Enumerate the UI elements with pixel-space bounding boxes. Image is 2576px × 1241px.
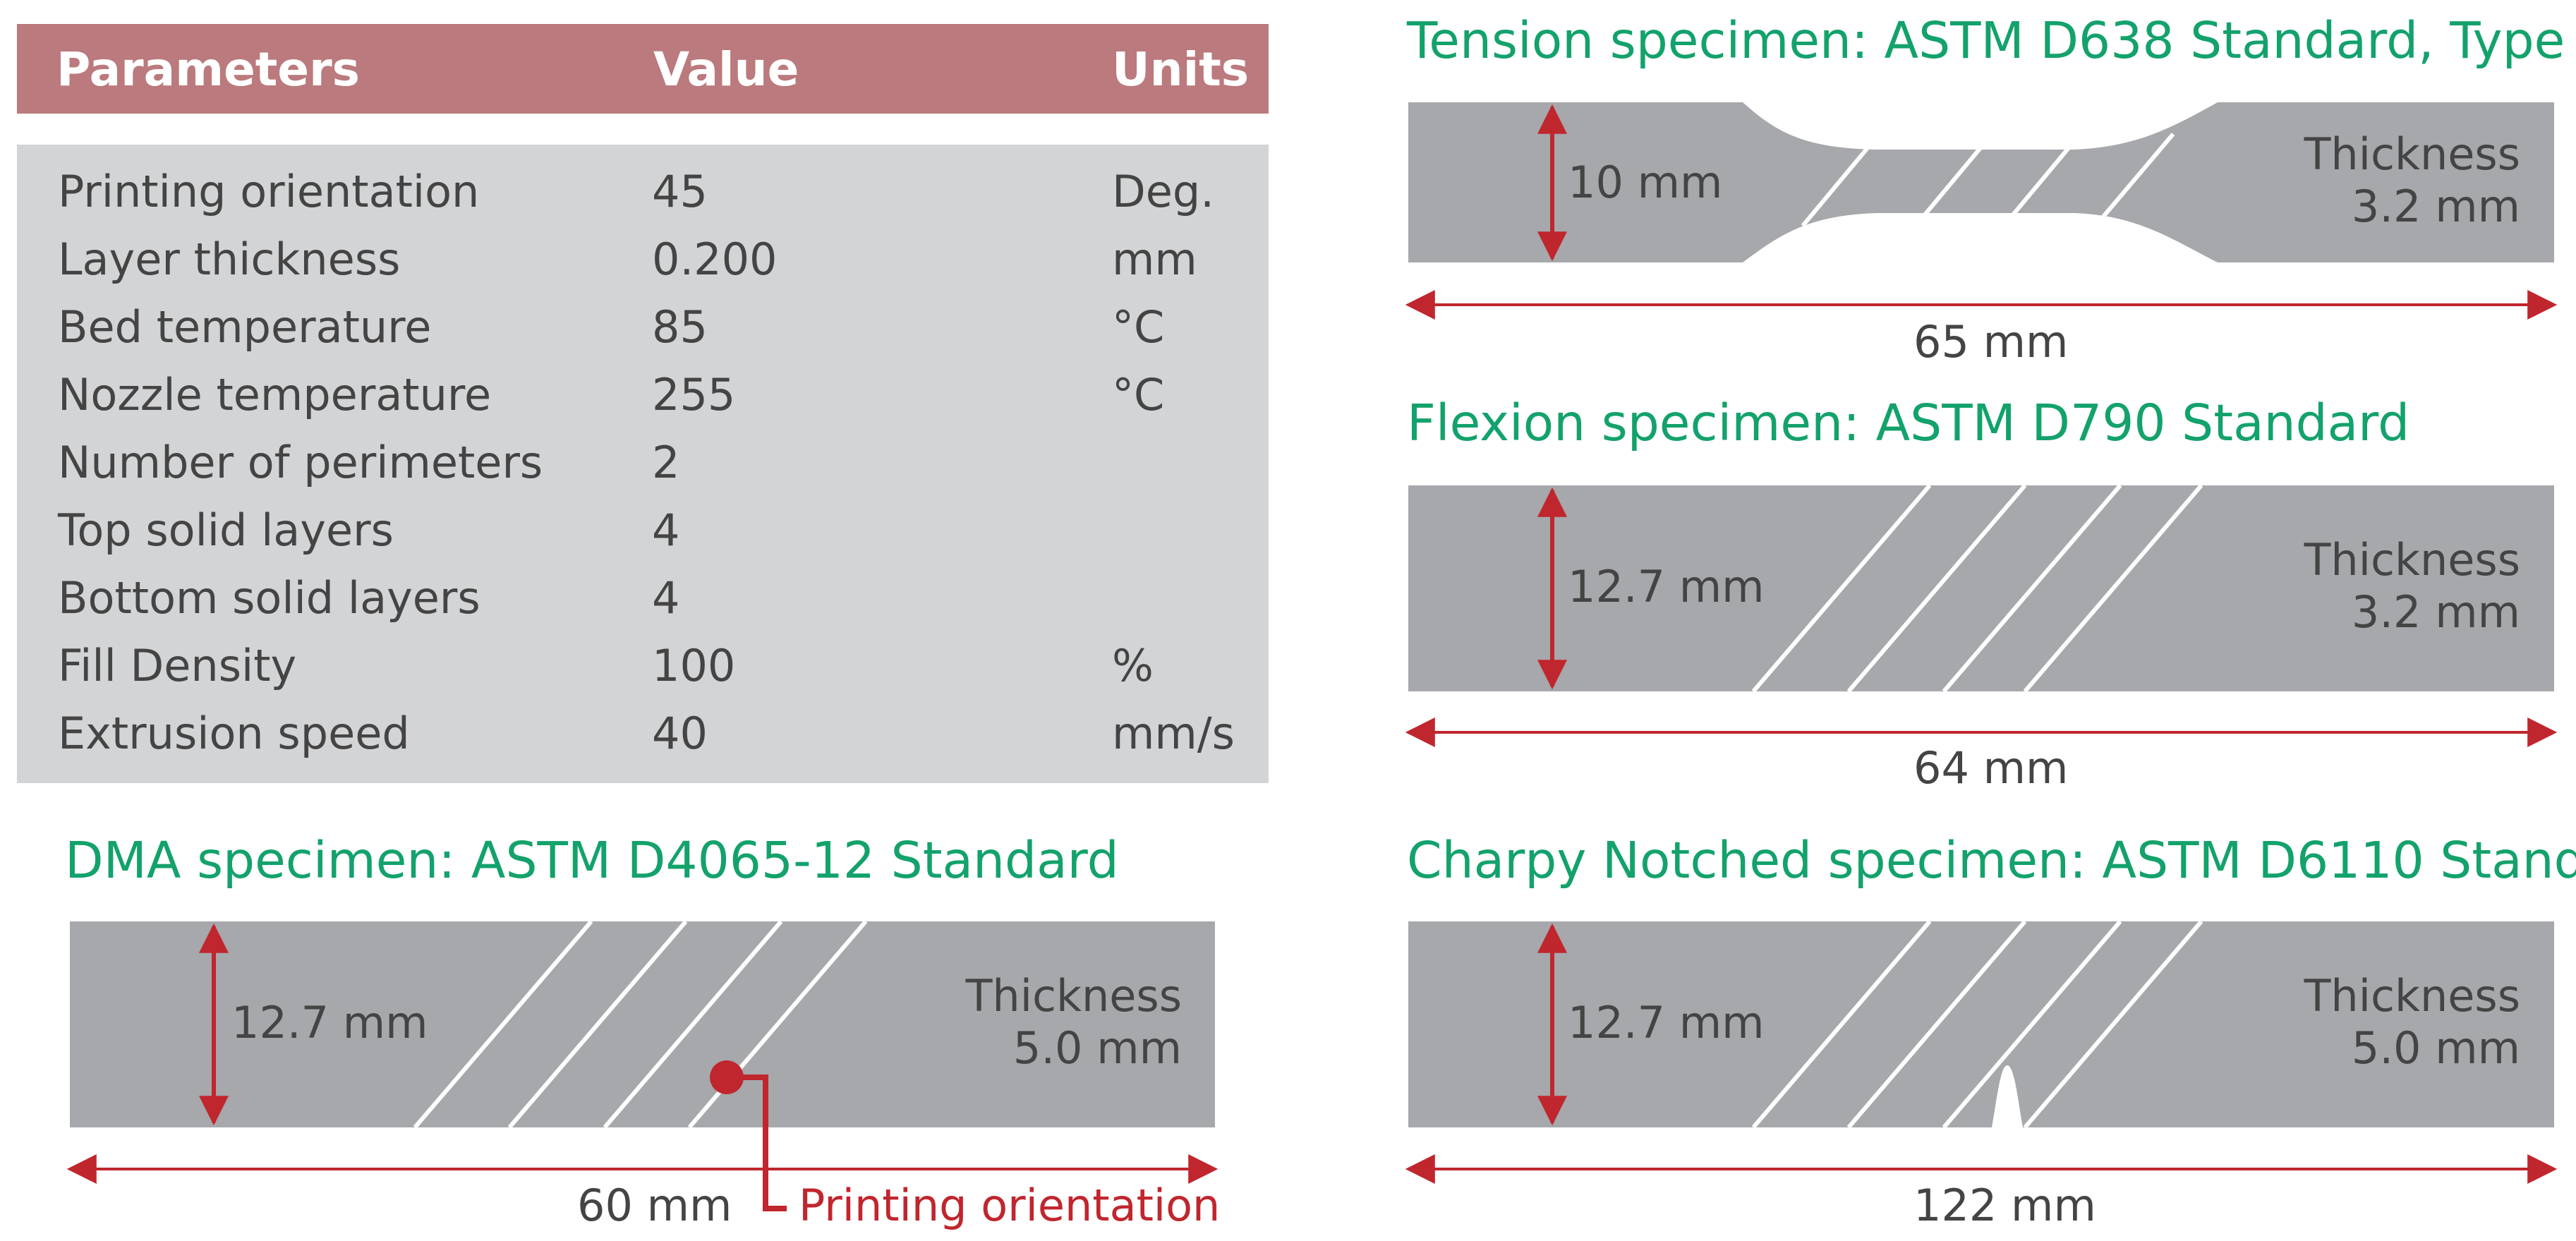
charpy-width-label: 12.7 mm (1568, 997, 1765, 1048)
header-units: Units (1112, 42, 1250, 97)
table-row: Printing orientation 45 Deg. (17, 166, 1269, 234)
param-value: 0.200 (652, 234, 778, 285)
param-name: Layer thickness (58, 234, 401, 285)
param-units: % (1112, 640, 1154, 691)
tension-length-label: 65 mm (1913, 316, 2069, 368)
printing-orientation-pointer (710, 1060, 787, 1211)
param-units: mm/s (1112, 708, 1235, 759)
charpy-notch (1992, 1065, 2023, 1127)
charpy-thickness-label: Thickness (2304, 970, 2520, 1022)
param-value: 45 (652, 166, 708, 217)
param-units: °C (1112, 301, 1165, 353)
dma-length-label: 60 mm (577, 1180, 732, 1231)
table-row: Bed temperature 85 °C (17, 301, 1269, 369)
flexion-width-label: 12.7 mm (1568, 561, 1765, 612)
param-value: 4 (652, 504, 680, 556)
dma-thickness-label: Thickness (965, 970, 1182, 1022)
parameters-table-header: Parameters Value Units (17, 24, 1269, 114)
param-name: Bed temperature (58, 301, 432, 353)
param-value: 4 (652, 572, 680, 624)
param-value: 100 (652, 640, 736, 691)
dma-title: DMA specimen: ASTM D4065-12 Standard (65, 831, 1119, 890)
table-row: Top solid layers 4 (17, 504, 1269, 572)
dma-thickness-value: 5.0 mm (1012, 1022, 1182, 1074)
param-units: Deg. (1112, 166, 1214, 217)
param-units: °C (1112, 369, 1165, 420)
charpy-length-label: 122 mm (1913, 1180, 2096, 1231)
flexion-title: Flexion specimen: ASTM D790 Standard (1407, 394, 2410, 452)
param-value: 2 (652, 437, 680, 488)
param-units: mm (1112, 234, 1197, 285)
flexion-length-label: 64 mm (1913, 742, 2069, 794)
printing-orientation-label: Printing orientation (799, 1180, 1221, 1231)
table-row: Number of perimeters 2 (17, 437, 1269, 504)
table-row: Extrusion speed 40 mm/s (17, 708, 1269, 775)
flexion-thickness-value: 3.2 mm (2351, 586, 2520, 638)
table-row: Nozzle temperature 255 °C (17, 369, 1269, 437)
table-row: Fill Density 100 % (17, 640, 1269, 708)
header-parameters: Parameters (56, 42, 360, 97)
param-name: Number of perimeters (58, 437, 543, 488)
param-name: Bottom solid layers (58, 572, 480, 624)
param-name: Extrusion speed (58, 708, 410, 759)
table-row: Bottom solid layers 4 (17, 572, 1269, 640)
param-name: Top solid layers (58, 504, 394, 556)
dma-width-label: 12.7 mm (231, 997, 428, 1048)
tension-title: Tension specimen: ASTM D638 Standard, Ty… (1407, 11, 2576, 70)
flexion-specimen-shape (1408, 485, 2554, 691)
charpy-specimen-shape (1408, 921, 2554, 1127)
param-name: Printing orientation (58, 166, 480, 217)
charpy-thickness-value: 5.0 mm (2351, 1022, 2520, 1074)
table-row: Layer thickness 0.200 mm (17, 234, 1269, 301)
param-name: Fill Density (58, 640, 297, 691)
param-value: 255 (652, 369, 736, 420)
dma-specimen-shape (70, 921, 1215, 1127)
charpy-title: Charpy Notched specimen: ASTM D6110 Stan… (1407, 831, 2576, 890)
param-name: Nozzle temperature (58, 369, 492, 420)
header-value: Value (653, 42, 799, 97)
flexion-thickness-label: Thickness (2304, 534, 2520, 586)
tension-specimen-shape (1408, 102, 2554, 262)
param-value: 85 (652, 301, 708, 353)
tension-thickness-value: 3.2 mm (2351, 181, 2520, 232)
parameters-table-body: Printing orientation 45 Deg. Layer thick… (17, 145, 1269, 783)
tension-thickness-label: Thickness (2304, 128, 2520, 180)
param-value: 40 (652, 708, 708, 759)
tension-width-label: 10 mm (1568, 157, 1723, 208)
